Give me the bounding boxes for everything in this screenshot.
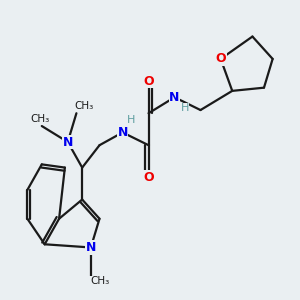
Text: N: N: [63, 136, 73, 148]
Text: CH₃: CH₃: [90, 276, 109, 286]
Text: N: N: [117, 126, 128, 139]
Text: O: O: [143, 75, 154, 88]
Text: H: H: [127, 115, 135, 125]
Text: N: N: [169, 91, 180, 104]
Text: H: H: [180, 103, 189, 113]
Text: O: O: [215, 52, 226, 65]
Text: CH₃: CH₃: [31, 114, 50, 124]
Text: O: O: [143, 171, 154, 184]
Text: CH₃: CH₃: [74, 101, 93, 111]
Text: N: N: [86, 241, 96, 254]
